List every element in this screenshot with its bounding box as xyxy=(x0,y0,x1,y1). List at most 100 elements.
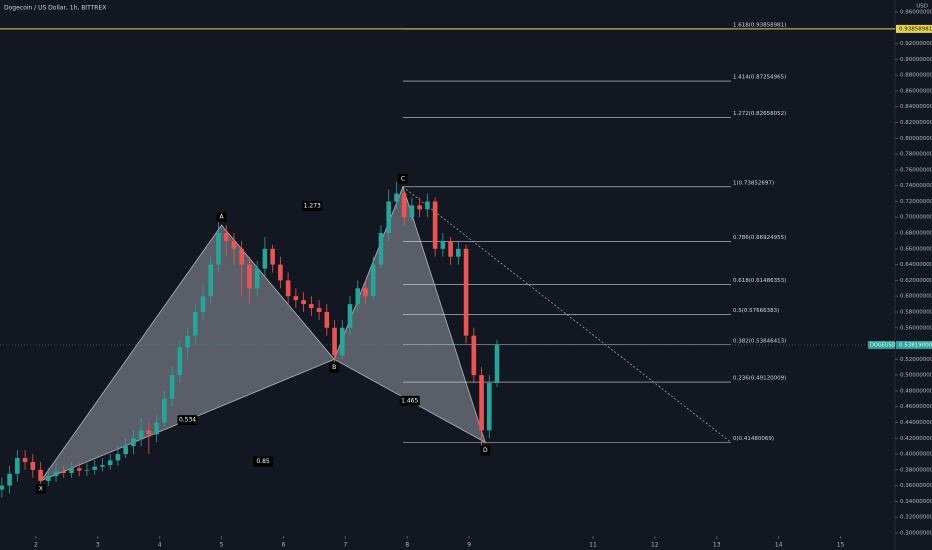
candle-body xyxy=(293,296,299,301)
y-tick-label: 0.58000000 xyxy=(900,309,932,315)
candle-body xyxy=(239,248,244,265)
chart-title: Dogecoin / US Dollar, 1h, BITTREX xyxy=(4,5,106,12)
candle-body xyxy=(231,240,237,249)
candle-body xyxy=(479,375,484,431)
candle-body xyxy=(401,193,407,218)
trend-line xyxy=(402,186,732,443)
y-tick-label: 0.52000000 xyxy=(900,357,932,363)
y-tick-label: 0.60000000 xyxy=(900,294,932,300)
y-tick-label: 0.84000000 xyxy=(900,104,932,110)
candle-body xyxy=(378,233,384,265)
candle-body xyxy=(285,280,291,297)
candle-body xyxy=(92,466,97,470)
candle-body xyxy=(456,248,461,257)
fib-label: 0.618(0.61486353) xyxy=(733,278,786,284)
y-tick-label: 0.82000000 xyxy=(900,120,932,126)
candle-body xyxy=(440,240,446,249)
candle-body xyxy=(38,469,43,481)
candle-body xyxy=(7,473,12,486)
candle-body xyxy=(53,471,59,477)
candle-body xyxy=(30,461,36,470)
point-label: B xyxy=(332,364,336,371)
y-tick-label: 0.68000000 xyxy=(900,231,932,237)
candle-body xyxy=(347,304,353,328)
y-tick-label: 0.56000000 xyxy=(900,325,932,331)
point-label: D xyxy=(483,447,488,454)
y-tick-label: 0.30000000 xyxy=(900,531,932,537)
point-label: X xyxy=(39,485,43,492)
x-tick-label: 11 xyxy=(589,542,597,549)
candle-body xyxy=(169,375,175,399)
point-box xyxy=(480,445,491,456)
x-tick-label: 9 xyxy=(467,542,471,549)
y-tick-label: 0.72000000 xyxy=(900,199,932,205)
candle-body xyxy=(200,296,206,312)
candle-body xyxy=(386,201,391,234)
y-tick-label: 0.64000000 xyxy=(900,262,932,268)
point-box xyxy=(329,362,340,373)
candle-body xyxy=(339,327,345,356)
candle-body xyxy=(409,205,415,218)
candle-body xyxy=(316,308,322,312)
candle-body xyxy=(208,264,214,297)
candle-body xyxy=(247,264,252,289)
candle-body xyxy=(76,468,82,471)
candle-body xyxy=(146,430,152,435)
y-tick-label: 0.78000000 xyxy=(900,152,932,158)
candle-body xyxy=(332,327,337,356)
candle-body xyxy=(131,438,136,447)
ratio-box xyxy=(253,456,274,467)
candle-body xyxy=(84,469,90,471)
candle-body xyxy=(61,471,67,474)
candle-body xyxy=(448,240,453,257)
x-tick-label: 15 xyxy=(837,542,845,549)
candle-body xyxy=(22,458,28,462)
fib-label: 1.414(0.87254965) xyxy=(733,75,786,81)
candle-body xyxy=(223,233,229,241)
x-tick-label: 8 xyxy=(405,542,409,549)
ratio-box xyxy=(302,200,323,211)
point-label: A xyxy=(220,214,225,221)
fib-label: 0.5(0.57666383) xyxy=(733,308,779,314)
x-tick-label: 12 xyxy=(651,542,659,549)
y-tick-label: 0.44000000 xyxy=(900,420,932,426)
x-tick-label: 3 xyxy=(96,542,100,549)
y-tick-label: 0.96000000 xyxy=(900,9,932,15)
candle-body xyxy=(254,268,260,289)
candle-body xyxy=(123,446,128,455)
y-tick-label: 0.32000000 xyxy=(900,515,932,521)
candle-body xyxy=(177,347,183,376)
candle-body xyxy=(138,430,144,439)
price-tag xyxy=(896,340,932,349)
fib-label: 0.382(0.53846413) xyxy=(733,338,786,344)
point-label: C xyxy=(401,175,405,182)
hline-label: 0.93858981 xyxy=(899,26,932,32)
y-tick-label: 0.76000000 xyxy=(900,167,932,173)
candle-body xyxy=(494,345,500,384)
y-tick-label: 0.48000000 xyxy=(900,388,932,394)
x-tick-label: 13 xyxy=(713,542,721,549)
candle-body xyxy=(363,288,368,297)
candle-body xyxy=(100,465,105,467)
candle-body xyxy=(115,454,121,461)
candle-body xyxy=(15,458,20,474)
symbol-label: DOGEUSD xyxy=(870,342,896,348)
candle-body xyxy=(0,485,5,490)
candle-body xyxy=(270,248,275,265)
y-tick-label: 0.38000000 xyxy=(900,467,932,473)
candle-body xyxy=(45,476,51,481)
x-tick-label: 7 xyxy=(343,542,347,549)
ratio-label: 0.85 xyxy=(256,458,270,465)
fib-label: 1.272(0.82658052) xyxy=(733,111,786,117)
ratio-label: 0.534 xyxy=(179,417,196,424)
y-tick-label: 0.46000000 xyxy=(900,404,932,410)
x-tick-label: 4 xyxy=(158,542,162,549)
candle-body xyxy=(216,233,221,265)
fib-label: 0.786(0.66924955) xyxy=(733,235,786,241)
y-tick-label: 0.86000000 xyxy=(900,88,932,94)
y-tick-label: 0.36000000 xyxy=(900,483,932,489)
ratio-box xyxy=(399,395,420,406)
candle-body xyxy=(162,398,167,423)
candle-body xyxy=(301,300,306,305)
